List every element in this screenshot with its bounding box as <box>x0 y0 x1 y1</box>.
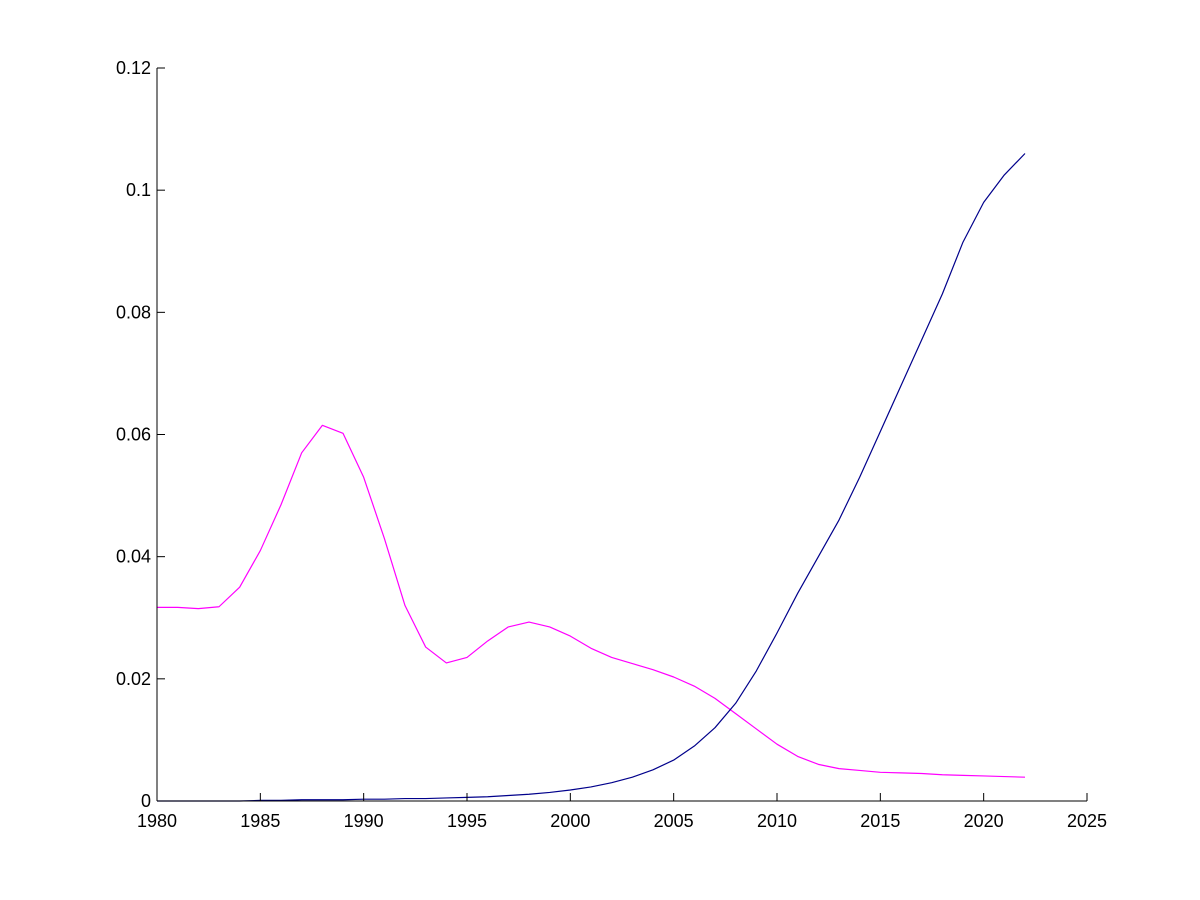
x-tick-label: 2020 <box>964 811 1004 831</box>
x-tick-label: 2025 <box>1067 811 1107 831</box>
x-tick-label: 2005 <box>654 811 694 831</box>
x-tick-label: 2015 <box>860 811 900 831</box>
y-tick-label: 0.04 <box>116 547 151 567</box>
axes-layer: 1980 1985 1990 1995 2000 2005 2010 2015 2020 2025… <box>116 58 1107 831</box>
x-tick-label: 1990 <box>344 811 384 831</box>
y-tick-label: 0.06 <box>116 425 151 445</box>
y-tick-label: 0.02 <box>116 669 151 689</box>
x-tick-label: 2000 <box>550 811 590 831</box>
x-tick-label: 2010 <box>757 811 797 831</box>
x-tick-label: 1995 <box>447 811 487 831</box>
series-line-2 <box>157 153 1026 802</box>
x-tick-label: 1985 <box>240 811 280 831</box>
series-layer <box>157 153 1026 802</box>
y-tick-label: 0.12 <box>116 58 151 78</box>
y-tick-label: 0 <box>141 791 151 811</box>
x-tick-label: 1980 <box>137 811 177 831</box>
y-tick-label: 0.1 <box>126 180 151 200</box>
y-tick-label: 0.08 <box>116 302 151 322</box>
series-line-1 <box>157 424 1026 778</box>
